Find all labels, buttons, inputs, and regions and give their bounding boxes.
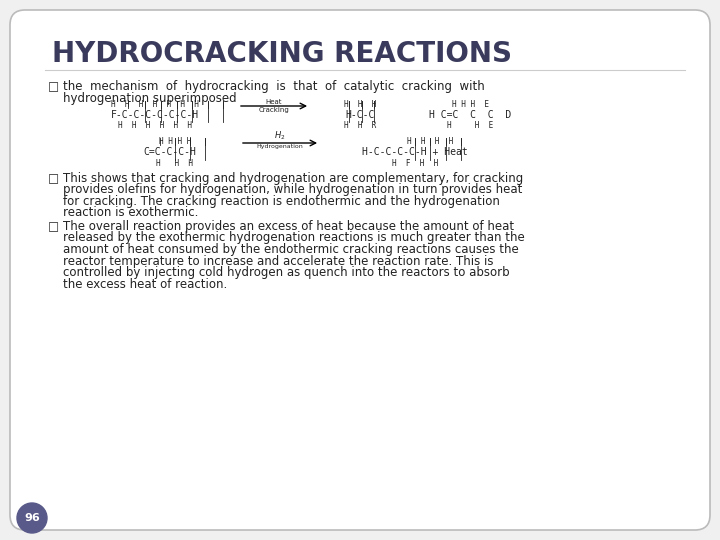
Text: $H_2$: $H_2$ bbox=[274, 130, 286, 142]
Text: H-C-C-C-C-H + Heat: H-C-C-C-C-H + Heat bbox=[362, 147, 468, 157]
Text: H  H  H  H  H  H: H H H H H H bbox=[118, 121, 192, 130]
Text: H     H  E: H H E bbox=[447, 121, 493, 130]
Text: the excess heat of reaction.: the excess heat of reaction. bbox=[63, 278, 228, 291]
Text: H  F  H  H: H F H H bbox=[392, 159, 438, 168]
Text: reaction is exothermic.: reaction is exothermic. bbox=[63, 206, 199, 219]
Text: H  H  R: H H R bbox=[344, 121, 376, 130]
Text: H  H  H  H: H H H H bbox=[407, 137, 453, 146]
Text: released by the exothermic hydrogenation reactions is much greater than the: released by the exothermic hydrogenation… bbox=[63, 232, 525, 245]
Text: □: □ bbox=[48, 80, 59, 93]
Text: Hydrogenation: Hydrogenation bbox=[256, 144, 303, 149]
Text: the  mechanism  of  hydrocracking  is  that  of  catalytic  cracking  with: the mechanism of hydrocracking is that o… bbox=[63, 80, 485, 93]
Text: provides olefins for hydrogenation, while hydrogenation in turn provides heat: provides olefins for hydrogenation, whil… bbox=[63, 184, 523, 197]
Text: hydrogenation superimposed: hydrogenation superimposed bbox=[63, 92, 237, 105]
Text: Cracking: Cracking bbox=[258, 107, 289, 113]
Text: H  H  H  H  H  H  H: H H H H H H H bbox=[111, 100, 199, 109]
Text: F-C-C-C-C-C-C-H: F-C-C-C-C-C-C-H bbox=[111, 110, 199, 120]
Text: Heat: Heat bbox=[266, 99, 282, 105]
Text: reactor temperature to increase and accelerate the reaction rate. This is: reactor temperature to increase and acce… bbox=[63, 254, 493, 267]
FancyBboxPatch shape bbox=[10, 10, 710, 530]
Text: for cracking. The cracking reaction is endothermic and the hydrogenation: for cracking. The cracking reaction is e… bbox=[63, 195, 500, 208]
Text: 96: 96 bbox=[24, 513, 40, 523]
Text: The overall reaction provides an excess of heat because the amount of heat: The overall reaction provides an excess … bbox=[63, 220, 514, 233]
Text: H   H  H: H H H bbox=[156, 159, 194, 168]
Circle shape bbox=[17, 503, 47, 533]
Text: H H H H: H H H H bbox=[159, 137, 192, 146]
Text: □: □ bbox=[48, 172, 59, 185]
Text: H  H  H: H H H bbox=[344, 100, 376, 109]
Text: □: □ bbox=[48, 220, 59, 233]
Text: This shows that cracking and hydrogenation are complementary, for cracking: This shows that cracking and hydrogenati… bbox=[63, 172, 523, 185]
Text: HYDROCRACKING REACTIONS: HYDROCRACKING REACTIONS bbox=[52, 40, 512, 68]
Text: H C=C  C  C  D: H C=C C C D bbox=[429, 110, 511, 120]
Text: controlled by injecting cold hydrogen as quench into the reactors to absorb: controlled by injecting cold hydrogen as… bbox=[63, 266, 510, 279]
Text: H H H  E: H H H E bbox=[451, 100, 488, 109]
Text: C=C-C-C-H: C=C-C-C-H bbox=[143, 147, 197, 157]
Text: H-C-C: H-C-C bbox=[346, 110, 374, 120]
Text: amount of heat consumed by the endothermic cracking reactions causes the: amount of heat consumed by the endotherm… bbox=[63, 243, 518, 256]
